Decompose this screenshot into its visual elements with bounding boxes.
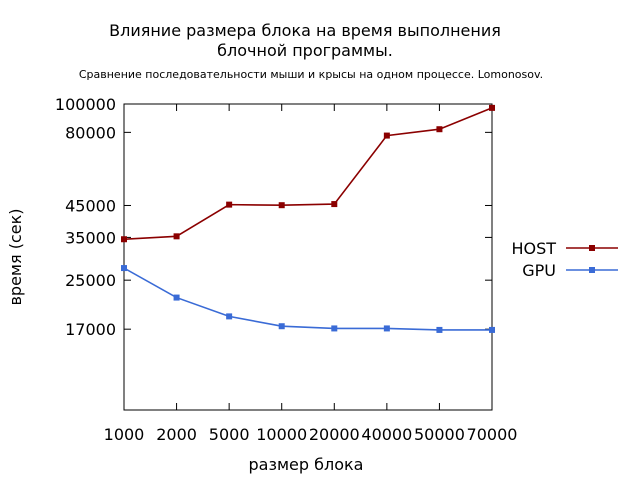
data-point-gpu	[278, 323, 285, 330]
chart-title-line-2: блочной программы.	[217, 41, 393, 60]
y-tick-label: 80000	[65, 123, 116, 142]
data-point-gpu	[173, 294, 180, 301]
data-point-gpu	[489, 326, 495, 333]
data-point-host	[436, 126, 443, 133]
y-tick-label: 100000	[55, 95, 116, 114]
x-axis: 1000 2000 5000 10000 20000 40000 50000 70000	[104, 104, 518, 444]
x-axis-label: размер блока	[249, 455, 364, 474]
legend-marker-gpu	[589, 267, 595, 273]
series-layer	[121, 104, 495, 333]
x-tick-label: 1000	[104, 425, 145, 444]
y-tick-label: 45000	[65, 196, 116, 215]
plot-area-frame	[123, 103, 493, 411]
y-tick-label: 25000	[65, 271, 116, 290]
y-axis: 17000 25000 35000 45000 80000 100000	[55, 95, 492, 339]
data-point-gpu	[121, 265, 127, 272]
x-tick-label: 2000	[156, 425, 197, 444]
x-tick-label: 40000	[361, 425, 412, 444]
legend-marker-host	[589, 245, 595, 251]
series-line-host	[123, 107, 493, 241]
x-tick-label: 20000	[309, 425, 360, 444]
data-point-gpu	[436, 326, 443, 333]
chart-subtitle: Сравнение последовательности мыши и крыс…	[79, 68, 543, 81]
data-point-host	[489, 104, 495, 111]
data-point-host	[278, 202, 285, 209]
data-point-gpu	[331, 325, 338, 332]
legend: HOST GPU	[511, 239, 618, 280]
data-point-host	[121, 236, 127, 243]
legend-label-host: HOST	[511, 239, 556, 258]
data-point-host	[331, 201, 338, 208]
data-point-gpu	[226, 313, 233, 320]
data-point-host	[226, 201, 233, 208]
series-line-gpu	[123, 267, 492, 331]
chart-title-line-1: Влияние размера блока на время выполнени…	[109, 21, 501, 40]
data-point-gpu	[383, 325, 390, 332]
x-tick-label: 10000	[256, 425, 307, 444]
y-tick-label: 35000	[65, 228, 116, 247]
y-axis-label: время (сек)	[6, 209, 25, 306]
x-tick-label: 50000	[414, 425, 465, 444]
x-tick-label: 5000	[209, 425, 250, 444]
legend-label-gpu: GPU	[522, 261, 556, 280]
y-tick-label: 17000	[65, 320, 116, 339]
data-point-host	[173, 233, 180, 240]
data-point-host	[383, 132, 390, 139]
x-tick-label: 70000	[467, 425, 518, 444]
